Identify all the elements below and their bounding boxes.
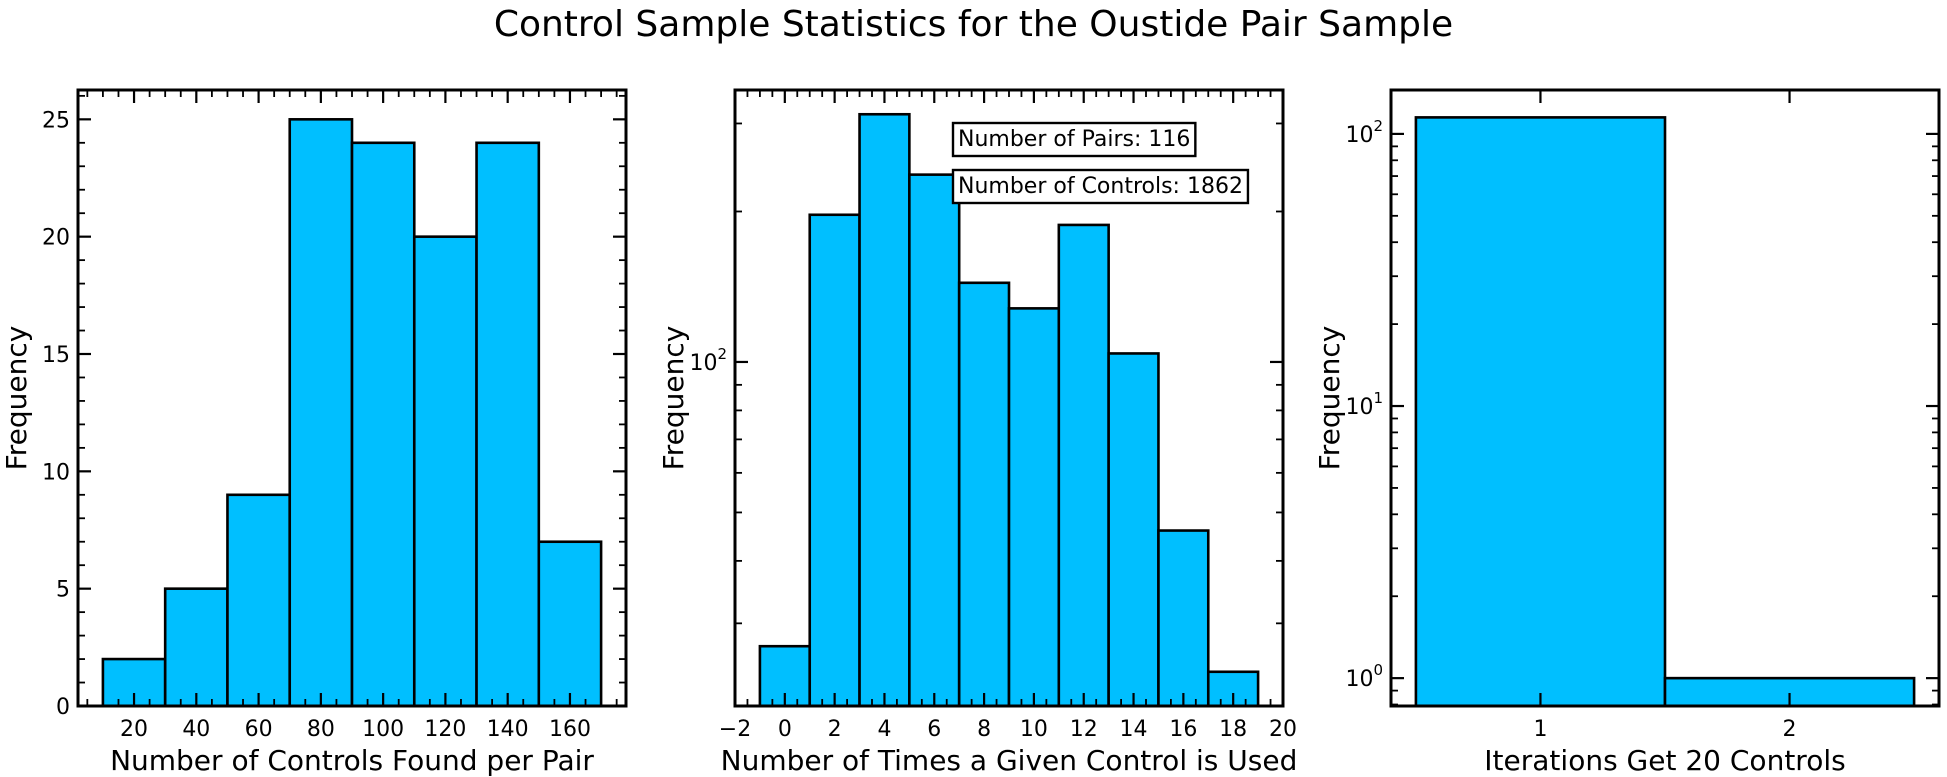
histogram-bar: [350, 141, 416, 708]
histogram-bar: [226, 493, 292, 708]
annotation-text: Number of Pairs: 116: [958, 127, 1190, 152]
histogram-bar: [1007, 307, 1061, 708]
x-tick-label: 18: [1219, 717, 1247, 742]
histogram-bar: [1157, 529, 1210, 708]
y-tick-label: 100: [1345, 661, 1383, 692]
y-tick-label: 102: [689, 345, 727, 376]
y-tick-label: 15: [42, 343, 70, 368]
x-tick-label: 160: [549, 717, 591, 742]
y-axis-label: Frequency: [657, 326, 690, 471]
x-tick-label: 20: [120, 717, 148, 742]
figure-title: Control Sample Statistics for the Oustid…: [493, 4, 1454, 45]
x-tick-label: 140: [487, 717, 529, 742]
x-axis-label: Iterations Get 20 Controls: [1484, 744, 1845, 777]
plot-frame: [733, 88, 1285, 708]
x-tick-label: 10: [1020, 717, 1048, 742]
x-tick-label: 1: [1533, 717, 1547, 742]
histogram-bar: [412, 235, 478, 708]
histogram-bar: [908, 173, 961, 708]
y-tick-label: 25: [42, 108, 70, 133]
histogram-bar: [537, 540, 603, 708]
histogram-bar: [288, 118, 354, 708]
x-tick-label: 2: [828, 717, 842, 742]
x-axis-label: Number of Controls Found per Pair: [110, 744, 594, 777]
x-tick-label: −2: [719, 717, 751, 742]
y-tick-label: 102: [1345, 117, 1383, 148]
x-tick-label: 0: [778, 717, 792, 742]
annotation-box: [951, 168, 1250, 205]
y-axis-label: Frequency: [1313, 326, 1346, 471]
histogram-panel-times-control-used: −2 0 2 4 6 8 10 12 14 16 18 20 102 Number of Times a …: [657, 88, 1298, 777]
x-tick-label: 6: [927, 717, 941, 742]
histogram-panel-controls-per-pair: 20 40 60 80 100 120 140 160 0 5 10 15 20 25 Number of …: [0, 88, 628, 777]
y-tick-label: 10: [42, 460, 70, 485]
x-tick-label: 60: [245, 717, 273, 742]
x-axis-label: Number of Times a Given Control is Used: [721, 744, 1298, 777]
annotation-box: [951, 121, 1197, 158]
histogram-bar: [1107, 352, 1160, 708]
histogram-bar: [957, 281, 1011, 708]
plot-frame: [1389, 88, 1941, 708]
x-tick-label: 4: [877, 717, 891, 742]
y-tick-label: 20: [42, 226, 70, 251]
histogram-bar: [858, 112, 911, 708]
plot-frame: [76, 88, 628, 708]
x-tick-label: 16: [1169, 717, 1197, 742]
x-tick-label: 80: [307, 717, 335, 742]
y-tick-label: 0: [56, 695, 70, 720]
x-tick-label: 20: [1269, 717, 1297, 742]
x-tick-label: 14: [1120, 717, 1148, 742]
y-tick-label: 101: [1345, 389, 1383, 420]
histogram-bar: [1057, 223, 1110, 708]
x-tick-label: 8: [977, 717, 991, 742]
y-tick-label: 5: [56, 578, 70, 603]
x-tick-label: 12: [1070, 717, 1098, 742]
x-tick-label: 2: [1783, 717, 1797, 742]
histogram-panel-iterations: 1 2 100 101 102 Iterations Get 20 Controls Fre…: [1313, 88, 1941, 777]
x-tick-label: 100: [362, 717, 404, 742]
histogram-bar: [1663, 676, 1916, 708]
annotation-text: Number of Controls: 1862: [958, 174, 1243, 199]
histogram-bar: [808, 213, 861, 708]
x-tick-label: 40: [182, 717, 210, 742]
y-axis-label: Frequency: [0, 326, 33, 471]
histogram-bar: [163, 587, 229, 708]
x-tick-label: 120: [424, 717, 466, 742]
histogram-bar: [475, 141, 541, 708]
histogram-bar: [1414, 116, 1667, 708]
